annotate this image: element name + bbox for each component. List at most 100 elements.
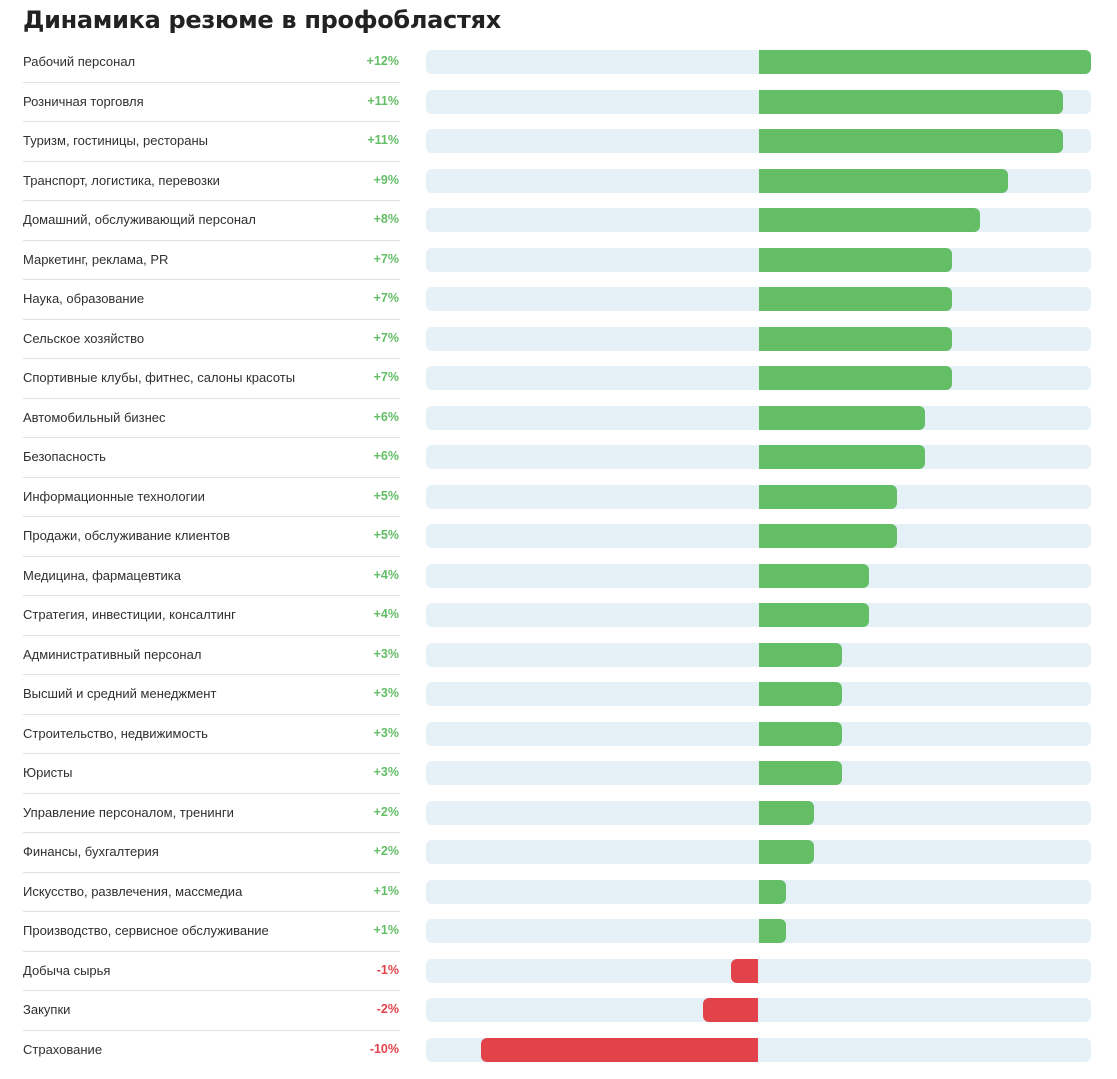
chart-rows: Рабочий персонал +12% Розничная торговля +1… — [0, 42, 1117, 1069]
category-label: Сельское хозяйство — [23, 330, 145, 346]
data-label: +5% — [373, 528, 399, 542]
bar — [758, 761, 842, 785]
bar — [758, 484, 898, 509]
data-label: +7% — [373, 251, 399, 266]
bar — [758, 405, 925, 430]
row-divider — [23, 516, 400, 517]
bar — [758, 50, 1091, 74]
chart-row: Закупки -2% — [0, 990, 1117, 1030]
row-divider — [23, 555, 400, 557]
bar — [730, 958, 759, 983]
bar — [758, 287, 953, 311]
bar — [758, 208, 981, 232]
category-label: Туризм, гостиницы, рестораны — [23, 133, 209, 148]
chart-row: Маркетинг, реклама, PR +7% — [0, 239, 1117, 280]
category-label: Производство, сервисное обслуживание — [23, 923, 269, 938]
data-label: +4% — [373, 567, 399, 582]
data-label: +3% — [373, 725, 399, 740]
chart-row: Продажи, обслуживание клиентов +5% — [0, 516, 1117, 556]
chart-row: Производство, сервисное обслуживание +1% — [0, 911, 1117, 951]
chart-row: Информационные технологии +5% — [0, 476, 1117, 517]
data-label: +7% — [373, 330, 399, 345]
row-divider — [23, 1029, 400, 1031]
bar — [758, 800, 814, 825]
chart-row: Управление персоналом, тренинги +2% — [0, 792, 1117, 833]
chart-row: Рабочий персонал +12% — [0, 42, 1117, 82]
category-label: Спортивные клубы, фитнес, салоны красоты — [23, 370, 296, 385]
data-label: +1% — [373, 883, 399, 898]
category-label: Информационные технологии — [23, 488, 205, 504]
bar — [758, 168, 1008, 193]
bar — [758, 642, 842, 667]
row-divider — [23, 950, 400, 952]
row-divider — [23, 674, 400, 675]
chart-row: Высший и средний менеджмент +3% — [0, 674, 1117, 714]
data-label: +2% — [373, 804, 399, 819]
data-label: +3% — [373, 646, 399, 661]
chart-row: Наука, образование +7% — [0, 279, 1117, 319]
chart-row: Стратегия, инвестиции, консалтинг +4% — [0, 595, 1117, 635]
data-label: +3% — [373, 686, 399, 700]
bar — [758, 524, 898, 548]
data-label: +8% — [373, 212, 399, 226]
chart-row: Туризм, гостиницы, рестораны +11% — [0, 121, 1117, 161]
row-divider — [23, 358, 400, 359]
data-label: +5% — [373, 488, 399, 503]
category-label: Высший и средний менеджмент — [23, 686, 217, 701]
chart-row: Финансы, бухгалтерия +2% — [0, 832, 1117, 872]
row-divider — [23, 397, 400, 399]
bar — [758, 366, 953, 390]
category-label: Строительство, недвижимость — [23, 725, 208, 741]
bar — [758, 603, 870, 627]
row-divider — [23, 200, 400, 201]
category-label: Продажи, обслуживание клиентов — [23, 528, 231, 543]
row-divider — [23, 753, 400, 754]
bar-track — [426, 958, 1091, 983]
bar — [703, 998, 759, 1022]
category-label: Домашний, обслуживающий персонал — [23, 212, 256, 227]
data-label: +11% — [367, 93, 399, 108]
category-label: Закупки — [23, 1002, 71, 1017]
data-label: +7% — [373, 291, 399, 305]
row-divider — [23, 81, 400, 83]
row-divider — [23, 832, 400, 833]
row-divider — [23, 911, 400, 912]
category-label: Транспорт, логистика, перевозки — [23, 172, 220, 188]
chart-row: Добыча сырья -1% — [0, 950, 1117, 991]
bar — [758, 563, 870, 588]
chart-row: Спортивные клубы, фитнес, салоны красоты… — [0, 358, 1117, 398]
category-label: Безопасность — [23, 449, 106, 464]
chart-row: Сельское хозяйство +7% — [0, 318, 1117, 359]
chart-row: Искусство, развлечения, массмедиа +1% — [0, 871, 1117, 912]
chart-row: Безопасность +6% — [0, 437, 1117, 477]
bar — [758, 247, 953, 272]
row-divider — [23, 437, 400, 438]
bar — [758, 879, 787, 904]
data-label: +11% — [367, 133, 399, 147]
row-divider — [23, 792, 400, 794]
data-label: +6% — [373, 449, 399, 463]
bar — [758, 721, 842, 746]
category-label: Административный персонал — [23, 646, 202, 662]
row-divider — [23, 476, 400, 478]
chart-row: Страхование -10% — [0, 1029, 1117, 1070]
data-label: -10% — [369, 1041, 399, 1056]
row-divider — [23, 318, 400, 320]
data-label: +2% — [373, 844, 399, 858]
category-label: Автомобильный бизнес — [23, 409, 166, 425]
row-divider — [23, 239, 400, 241]
chart-row: Автомобильный бизнес +6% — [0, 397, 1117, 438]
chart-row: Строительство, недвижимость +3% — [0, 713, 1117, 754]
data-label: +9% — [373, 172, 399, 187]
bar — [758, 89, 1064, 114]
chart-row: Медицина, фармацевтика +4% — [0, 555, 1117, 596]
chart-row: Транспорт, логистика, перевозки +9% — [0, 160, 1117, 201]
row-divider — [23, 160, 400, 162]
chart-row: Административный персонал +3% — [0, 634, 1117, 675]
category-label: Добыча сырья — [23, 962, 111, 978]
data-label: -1% — [376, 962, 399, 977]
category-label: Маркетинг, реклама, PR — [23, 251, 169, 267]
category-label: Финансы, бухгалтерия — [23, 844, 159, 859]
row-divider — [23, 121, 400, 122]
row-divider — [23, 279, 400, 280]
